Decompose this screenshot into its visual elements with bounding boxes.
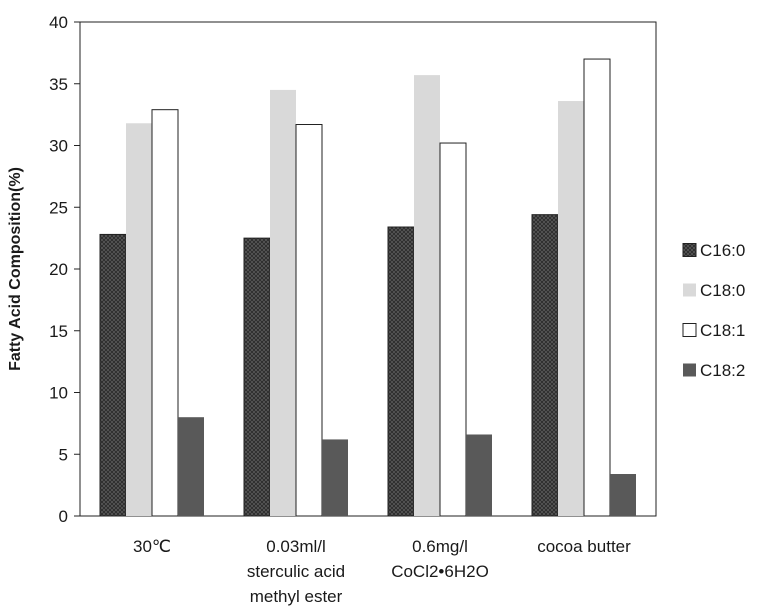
plot-area: 0 5 10 15 20 25 30 35 40 30℃ 0.03ml/l sterculic aci…	[49, 13, 657, 606]
y-tick-label: 40	[49, 13, 68, 32]
y-tick-label: 5	[59, 445, 68, 464]
x-category-label: 30℃	[133, 537, 171, 556]
bar-C16-0-1	[243, 237, 271, 517]
bar-C18-1-0	[151, 109, 179, 517]
legend-swatch-C18-1	[682, 323, 697, 337]
bar-C18-2-3	[610, 474, 636, 516]
bar-C18-2-2	[466, 434, 492, 516]
y-axis-title-group: Fatty Acid Composition(%)	[7, 167, 24, 371]
bar-C18-1-2	[439, 142, 467, 517]
y-tick-label: 20	[49, 260, 68, 279]
legend: C16:0 C18:0 C18:1 C18:2	[682, 241, 745, 380]
bar-C16-0-3	[531, 214, 559, 517]
bar-C18-1-1	[295, 124, 323, 517]
bar-C18-0-3	[558, 101, 584, 516]
bar-C18-1-3	[583, 58, 611, 517]
y-axis-title: Fatty Acid Composition(%)	[7, 167, 24, 371]
legend-label-C18-0: C18:0	[700, 281, 745, 300]
bar-C18-2-1	[322, 439, 348, 516]
legend-label-C18-1: C18:1	[700, 321, 745, 340]
legend-label-C18-2: C18:2	[700, 361, 745, 380]
bar-C16-0-2	[387, 226, 415, 517]
bar-C18-2-0	[178, 417, 204, 516]
bar-C18-0-2	[414, 75, 440, 516]
x-category-label: CoCl2•6H2O	[391, 562, 489, 581]
y-tick-label: 15	[49, 322, 68, 341]
x-category-label: sterculic acid	[247, 562, 345, 581]
y-tick-label: 10	[49, 384, 68, 403]
bar-C18-0-1	[270, 89, 296, 517]
y-tick-label: 25	[49, 198, 68, 217]
x-category-label: 0.6mg/l	[412, 537, 468, 556]
y-tick-label: 0	[59, 507, 68, 526]
legend-swatch-C16-0	[682, 243, 697, 257]
y-tick-label: 35	[49, 75, 68, 94]
bar-C18-0-0	[126, 123, 152, 517]
legend-swatch-C18-0	[683, 283, 696, 297]
legend-label-C16-0: C16:0	[700, 241, 745, 260]
bar-C16-0-0	[99, 233, 127, 517]
x-category-label: 0.03ml/l	[266, 537, 326, 556]
y-tick-label: 30	[49, 137, 68, 156]
legend-swatch-C18-2	[683, 363, 696, 377]
x-category-label: cocoa butter	[537, 537, 631, 556]
x-category-label: methyl ester	[250, 587, 343, 606]
